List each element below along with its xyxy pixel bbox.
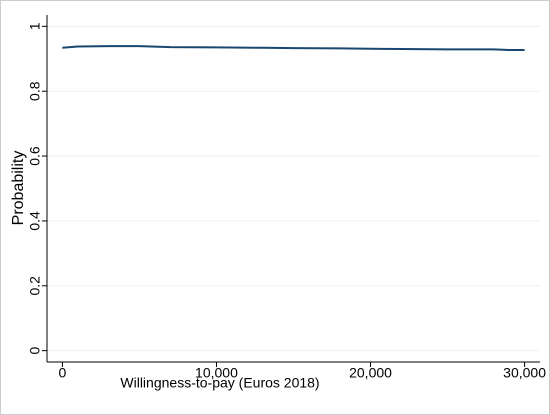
x-tick-label: 0 bbox=[59, 365, 67, 381]
y-tick-label: 0.4 bbox=[27, 211, 43, 231]
y-tick-label: 0.8 bbox=[27, 81, 43, 101]
x-tick-label: 20,000 bbox=[349, 365, 392, 381]
y-tick-label: 0 bbox=[27, 347, 43, 355]
data-line bbox=[62, 45, 525, 52]
y-tick-label: 0.2 bbox=[27, 276, 43, 296]
x-axis-label: Willingness-to-pay (Euros 2018) bbox=[120, 375, 319, 391]
x-tick-label: 30,000 bbox=[503, 365, 546, 381]
y-axis-label: Probability bbox=[10, 151, 27, 226]
y-tick-label: 0.6 bbox=[27, 146, 43, 166]
x-tick-label: 10,000 bbox=[195, 365, 238, 381]
y-tick-label: 1 bbox=[27, 22, 43, 30]
